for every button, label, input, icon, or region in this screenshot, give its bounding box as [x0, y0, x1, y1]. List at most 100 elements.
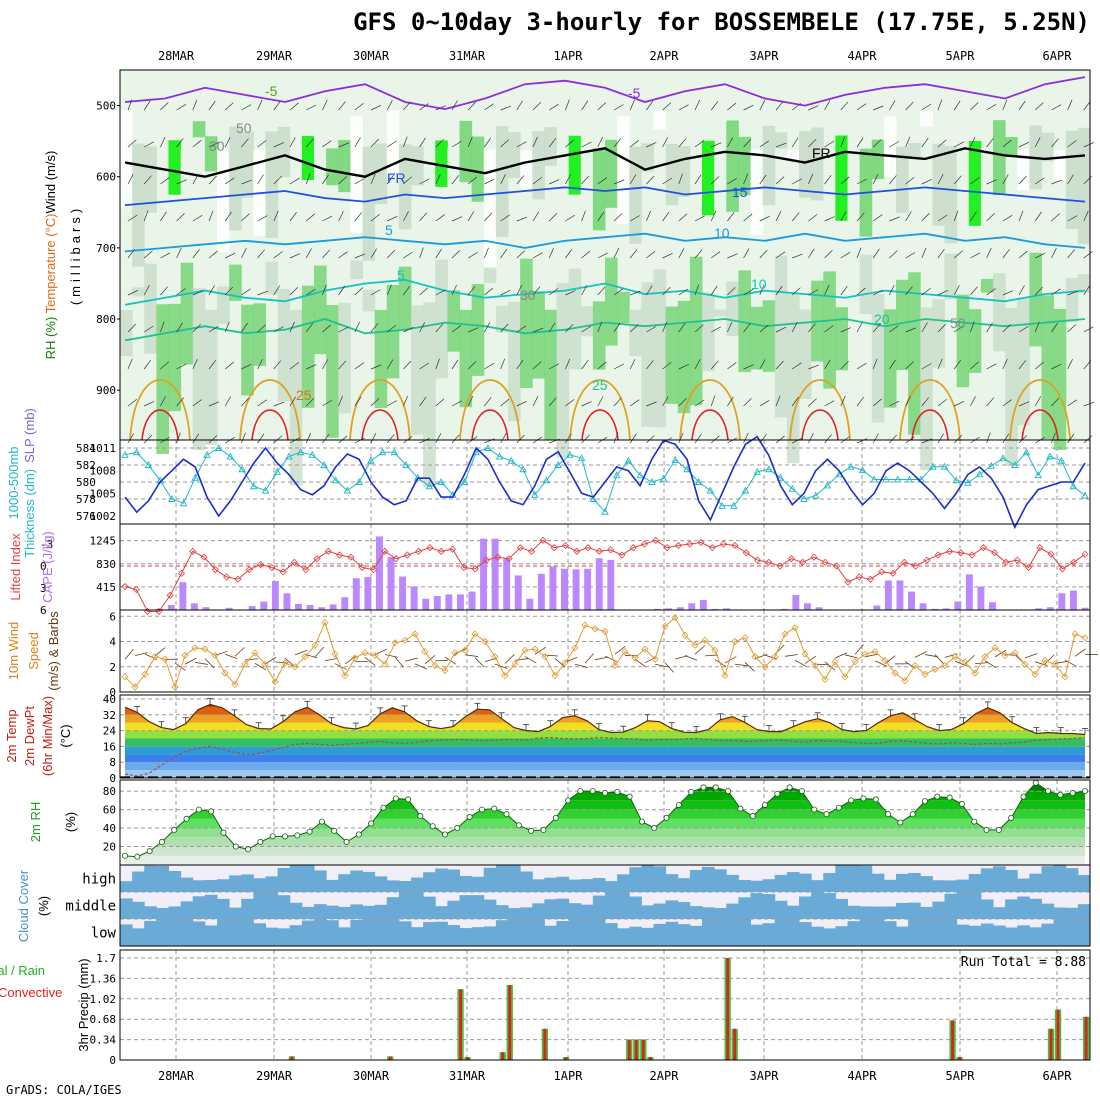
- cloud-cell: [120, 924, 133, 946]
- wind-barb: [840, 136, 846, 148]
- thickness-marker: [999, 454, 1007, 462]
- wind-barb: [808, 289, 819, 296]
- wind-barb: [791, 396, 799, 407]
- wind-barb: [856, 362, 867, 370]
- contour-label: 25: [592, 377, 608, 393]
- rh-fill-cell: [144, 263, 157, 354]
- wind-barb: [792, 362, 802, 370]
- wind-barb: [468, 252, 478, 259]
- wind-barb: [1002, 324, 1011, 333]
- wind-barb: [678, 288, 689, 296]
- rh-fill-cell: [132, 143, 145, 267]
- li-marker: [1024, 563, 1033, 572]
- cloud-cell: [847, 921, 861, 946]
- wind-barb: [143, 175, 152, 185]
- wind-barb: [662, 361, 672, 370]
- rh-fill-cell: [677, 146, 691, 197]
- wind-barb: [1034, 137, 1041, 148]
- wind-barb: [419, 212, 428, 222]
- li-marker: [991, 549, 999, 557]
- thickness-marker: [601, 507, 609, 515]
- wind-barb: [840, 101, 849, 111]
- rh-fill-cell: [362, 289, 376, 312]
- wind-barb: [322, 215, 333, 222]
- wind-barb: [613, 397, 622, 407]
- wind-barb: [1018, 360, 1027, 370]
- wind-barb: [289, 396, 297, 407]
- cloud-cell: [168, 871, 182, 892]
- wind-barb: [403, 211, 409, 222]
- wind-barb: [338, 360, 347, 370]
- wind-barb: [792, 178, 802, 185]
- cape-bar: [1069, 590, 1077, 610]
- wind-barb: [338, 251, 348, 259]
- thickness-marker: [776, 473, 785, 481]
- ylabel-part: SLP (mb): [22, 408, 37, 463]
- wind-barb-10m: [294, 649, 308, 656]
- wind-speed-marker: [271, 678, 279, 686]
- wind-barb: [516, 359, 524, 370]
- rh-fill-cell: [980, 278, 994, 293]
- cloud-cell: [920, 876, 933, 892]
- chart-title: GFS 0~10day 3-hourly for BOSSEMBELE (17.…: [353, 8, 1090, 36]
- wind-barb: [548, 247, 554, 259]
- wind-speed-marker: [341, 672, 349, 680]
- wind-barb: [208, 141, 220, 148]
- wind-barb: [419, 247, 424, 259]
- cloud-cell: [847, 865, 861, 892]
- wind-barb: [986, 363, 997, 370]
- contour-label: 30: [209, 138, 225, 154]
- thickness-marker: [964, 478, 972, 486]
- cloud-cell: [1029, 873, 1042, 892]
- wind-barb: [565, 99, 570, 111]
- cloud-cell: [835, 926, 848, 946]
- wind-barb: [872, 323, 881, 333]
- rh-marker: [515, 822, 522, 829]
- rh-fill-cell: [920, 307, 933, 471]
- contour-label: 15: [732, 184, 748, 200]
- thickness-marker: [718, 501, 726, 509]
- wind-barb: [160, 211, 167, 222]
- wind-ylabel-1: 10m Wind: [6, 622, 21, 681]
- date-label-top: 3APR: [750, 49, 780, 63]
- wind-barb: [630, 215, 640, 222]
- wind-speed-marker: [431, 661, 439, 670]
- wind-speed-marker: [261, 660, 269, 668]
- date-label-bottom: 3APR: [750, 1069, 780, 1083]
- wind-barb: [727, 137, 734, 148]
- cloud-cell: [944, 880, 958, 892]
- cloud-cell: [544, 899, 557, 919]
- cloud-cell: [265, 892, 279, 919]
- rh-fill-cell: [871, 139, 885, 180]
- li-marker: [415, 547, 423, 555]
- precip-convective-bar: [958, 1057, 962, 1060]
- rh-fill-cell: [217, 149, 230, 253]
- rh-band: [125, 782, 1085, 792]
- cloud-cell: [605, 923, 618, 946]
- wind-barb: [840, 360, 849, 370]
- wind-barb: [1083, 142, 1094, 148]
- temp-band: [125, 714, 1085, 723]
- cloud-cell: [944, 893, 958, 919]
- wind-barb: [500, 358, 506, 370]
- cloud-cell: [435, 868, 448, 892]
- precip-ylabel-conv: Convective: [0, 985, 62, 1000]
- wind-barb: [905, 176, 915, 185]
- precip-convective-bar: [388, 1056, 392, 1060]
- cloud-cell: [823, 928, 836, 946]
- wind-barb: [565, 214, 575, 222]
- cape-bar: [1046, 607, 1054, 610]
- wind-speed-marker: [661, 622, 669, 630]
- wind-barb: [759, 174, 767, 185]
- precip-convective-bar: [501, 1052, 505, 1060]
- cloud-cell: [592, 877, 606, 892]
- wind-barb: [257, 99, 263, 111]
- wind-barb: [516, 141, 527, 148]
- wind-barb: [953, 210, 959, 222]
- cape-bar: [410, 586, 418, 610]
- date-label-top: 5APR: [946, 49, 976, 63]
- rh-marker: [983, 826, 990, 833]
- cloud-cell: [629, 926, 642, 946]
- cloud-cell: [168, 906, 182, 919]
- li-marker: [302, 566, 310, 574]
